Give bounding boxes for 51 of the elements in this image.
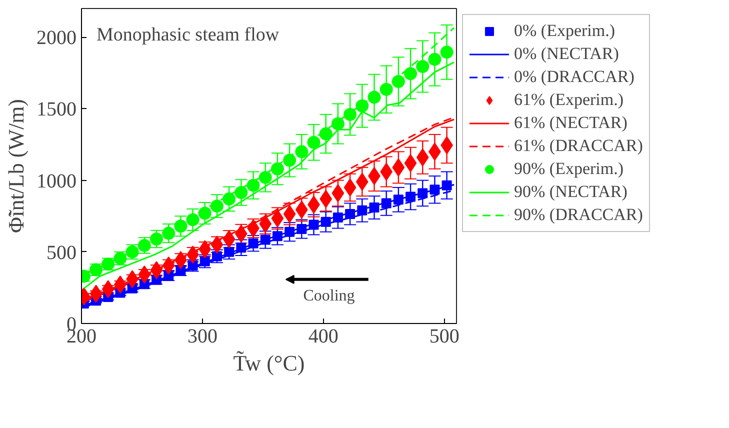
point [258, 170, 272, 184]
point [186, 213, 200, 226]
point [246, 178, 260, 192]
x-tick-label: 300 [187, 326, 218, 348]
legend-label: 0% (DRACCAR) [514, 67, 634, 87]
legend-label: 61% (DRACCAR) [514, 136, 643, 156]
point [283, 154, 296, 167]
point [222, 192, 236, 206]
y-tick-label: 1000 [36, 170, 76, 192]
point [210, 200, 224, 213]
point [380, 162, 393, 181]
point [150, 232, 163, 246]
y-axis-title: Φ̃int/Lb (W/m) [4, 99, 28, 233]
point [416, 60, 430, 73]
point [344, 178, 356, 196]
x-tick-label: 500 [429, 326, 460, 348]
point [332, 184, 344, 202]
point [174, 220, 188, 233]
point [356, 99, 369, 112]
point [198, 206, 212, 220]
y-tick-label: 500 [46, 242, 76, 264]
y-tick-label: 1500 [36, 98, 76, 121]
point [162, 226, 176, 240]
point [356, 172, 368, 191]
point [440, 46, 454, 59]
y-tick-label: 2000 [36, 27, 76, 50]
legend-label: 61% (Experim.) [514, 90, 624, 110]
point [392, 75, 405, 88]
point [295, 145, 308, 158]
x-axis-title: T̃w (°C) [233, 350, 305, 376]
point [320, 190, 332, 208]
point [380, 82, 393, 96]
point [392, 158, 405, 176]
point [428, 52, 442, 66]
point [404, 67, 418, 80]
legend-label: 90% (NECTAR) [514, 182, 628, 202]
text: Monophasic steam flow [96, 24, 280, 46]
point [344, 108, 357, 121]
point [271, 209, 284, 228]
point [404, 154, 417, 172]
point [234, 186, 248, 199]
point [270, 162, 284, 176]
x-tick-label: 400 [308, 326, 338, 348]
legend-label: 0% (Experim.) [514, 21, 616, 41]
legend-label: 90% (Experim.) [514, 159, 624, 179]
legend-label: 0% (NECTAR) [514, 44, 619, 64]
legend-label: 90% (DRACCAR) [514, 205, 643, 225]
point [368, 90, 381, 104]
annotation: Cooling [303, 287, 355, 304]
legend-label: 61% (NECTAR) [514, 113, 628, 133]
point [416, 148, 429, 166]
